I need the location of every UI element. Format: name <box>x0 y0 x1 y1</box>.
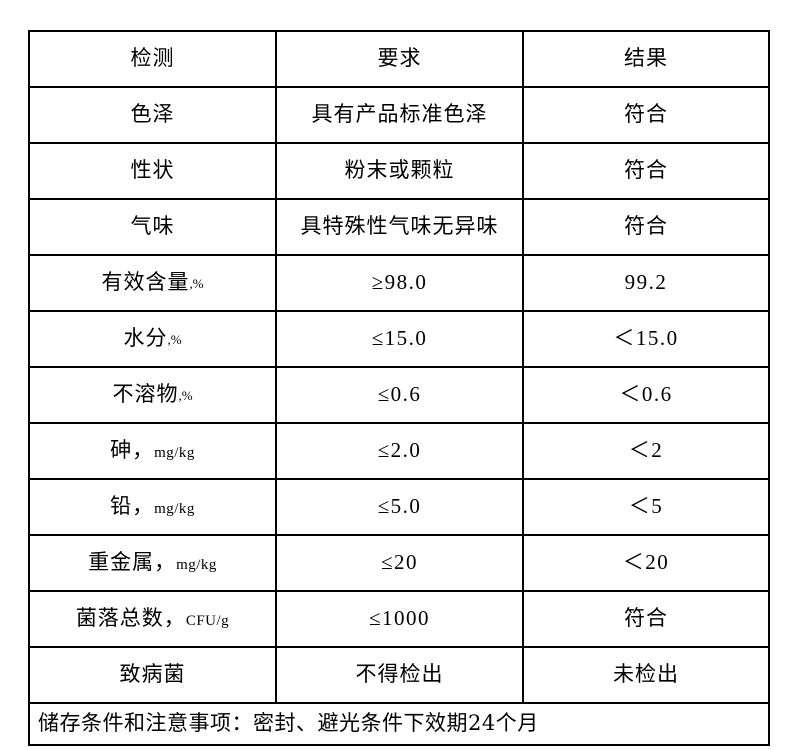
item-name: 水分 <box>123 326 168 351</box>
item-name: 性状 <box>130 158 175 183</box>
cell-requirement: ≥98.0 <box>275 254 524 312</box>
result-value: ＜2 <box>628 438 664 463</box>
table-row: 性状 粉末或颗粒 符合 <box>28 142 770 200</box>
cell-item: 不溶物,% <box>28 366 277 424</box>
cell-requirement: ≤0.6 <box>275 366 524 424</box>
header-result-label: 结果 <box>624 46 668 71</box>
result-value: ＜5 <box>628 494 664 519</box>
table-row: 不溶物,% ≤0.6 ＜0.6 <box>28 366 770 424</box>
table-row: 有效含量,% ≥98.0 99.2 <box>28 254 770 312</box>
header-item-label: 检测 <box>130 46 175 71</box>
cell-requirement: ≤20 <box>275 534 524 592</box>
item-name: 色泽 <box>130 102 175 127</box>
item-name: 砷， <box>110 438 155 463</box>
table-header-row: 检测 要求 结果 <box>28 30 770 88</box>
table-row: 菌落总数，CFU/g ≤1000 符合 <box>28 590 770 648</box>
cell-result: ＜0.6 <box>522 366 770 424</box>
item-name: 气味 <box>130 214 175 239</box>
cell-result: 未检出 <box>522 646 770 704</box>
cell-result: ＜2 <box>522 422 770 480</box>
result-value: ＜15.0 <box>613 326 679 351</box>
table-row: 气味 具特殊性气味无异味 符合 <box>28 198 770 256</box>
result-value: 符合 <box>624 158 668 183</box>
item-unit: ,% <box>178 388 193 404</box>
result-value: 符合 <box>624 214 668 239</box>
cell-requirement: 具有产品标准色泽 <box>275 86 524 144</box>
cell-requirement: ≤2.0 <box>275 422 524 480</box>
item-unit: ,% <box>167 332 182 348</box>
cell-result: ＜20 <box>522 534 770 592</box>
table-row: 水分,% ≤15.0 ＜15.0 <box>28 310 770 368</box>
header-item: 检测 <box>28 30 277 88</box>
table-row: 重金属，mg/kg ≤20 ＜20 <box>28 534 770 592</box>
requirement-value: ≥98.0 <box>371 270 428 295</box>
header-result: 结果 <box>522 30 770 88</box>
cell-result: ＜15.0 <box>522 310 770 368</box>
header-requirement: 要求 <box>275 30 524 88</box>
table-row: 铅，mg/kg ≤5.0 ＜5 <box>28 478 770 536</box>
cell-result: 符合 <box>522 590 770 648</box>
cell-requirement: ≤15.0 <box>275 310 524 368</box>
cell-result: 符合 <box>522 198 770 256</box>
header-requirement-label: 要求 <box>377 46 422 71</box>
cell-item: 重金属，mg/kg <box>28 534 277 592</box>
requirement-value: 粉末或颗粒 <box>344 158 455 183</box>
cell-item: 性状 <box>28 142 277 200</box>
result-value: 99.2 <box>624 270 668 295</box>
cell-item: 水分,% <box>28 310 277 368</box>
item-name: 铅， <box>110 494 155 519</box>
requirement-value: 具有产品标准色泽 <box>311 102 488 127</box>
table-footer-row: 储存条件和注意事项：密封、避光条件下效期24个月 <box>28 702 770 746</box>
requirement-value: ≤2.0 <box>377 438 422 463</box>
table-row: 色泽 具有产品标准色泽 符合 <box>28 86 770 144</box>
cell-item: 气味 <box>28 198 277 256</box>
requirement-value: ≤5.0 <box>377 494 422 519</box>
requirement-value: 具特殊性气味无异味 <box>300 214 499 239</box>
cell-item: 致病菌 <box>28 646 277 704</box>
table-row: 砷，mg/kg ≤2.0 ＜2 <box>28 422 770 480</box>
cell-item: 色泽 <box>28 86 277 144</box>
cell-result: 符合 <box>522 142 770 200</box>
item-name: 菌落总数， <box>75 606 186 631</box>
result-value: 符合 <box>624 606 668 631</box>
cell-requirement: 不得检出 <box>275 646 524 704</box>
storage-conditions-cell: 储存条件和注意事项：密封、避光条件下效期24个月 <box>28 702 770 746</box>
result-value: ＜20 <box>622 550 670 575</box>
requirement-value: 不得检出 <box>355 662 444 687</box>
requirement-value: ≤15.0 <box>371 326 428 351</box>
item-name: 不溶物 <box>112 382 179 407</box>
cell-item: 铅，mg/kg <box>28 478 277 536</box>
cell-requirement: ≤1000 <box>275 590 524 648</box>
specification-table: 检测 要求 结果 色泽 具有产品标准色泽 符合 性状 粉末或颗粒 符合 <box>28 30 770 746</box>
cell-requirement: ≤5.0 <box>275 478 524 536</box>
item-unit: ,% <box>189 276 204 292</box>
storage-conditions-text: 储存条件和注意事项：密封、避光条件下效期24个月 <box>38 711 539 736</box>
item-unit: mg/kg <box>176 557 217 574</box>
item-unit: CFU/g <box>185 613 230 630</box>
cell-requirement: 具特殊性气味无异味 <box>275 198 524 256</box>
item-unit: mg/kg <box>154 501 195 518</box>
table-body: 检测 要求 结果 色泽 具有产品标准色泽 符合 性状 粉末或颗粒 符合 <box>28 30 770 746</box>
cell-result: 符合 <box>522 86 770 144</box>
result-value: 未检出 <box>613 662 679 687</box>
requirement-value: ≤20 <box>380 550 419 575</box>
table-row: 致病菌 不得检出 未检出 <box>28 646 770 704</box>
requirement-value: ≤1000 <box>368 606 431 631</box>
cell-item: 有效含量,% <box>28 254 277 312</box>
cell-requirement: 粉末或颗粒 <box>275 142 524 200</box>
cell-result: 99.2 <box>522 254 770 312</box>
cell-item: 砷，mg/kg <box>28 422 277 480</box>
requirement-value: ≤0.6 <box>377 382 422 407</box>
result-value: ＜0.6 <box>619 382 673 407</box>
cell-item: 菌落总数，CFU/g <box>28 590 277 648</box>
result-value: 符合 <box>624 102 668 127</box>
item-name: 有效含量 <box>101 270 190 295</box>
item-unit: mg/kg <box>154 445 195 462</box>
item-name: 重金属， <box>88 550 177 575</box>
cell-result: ＜5 <box>522 478 770 536</box>
item-name: 致病菌 <box>119 662 186 687</box>
